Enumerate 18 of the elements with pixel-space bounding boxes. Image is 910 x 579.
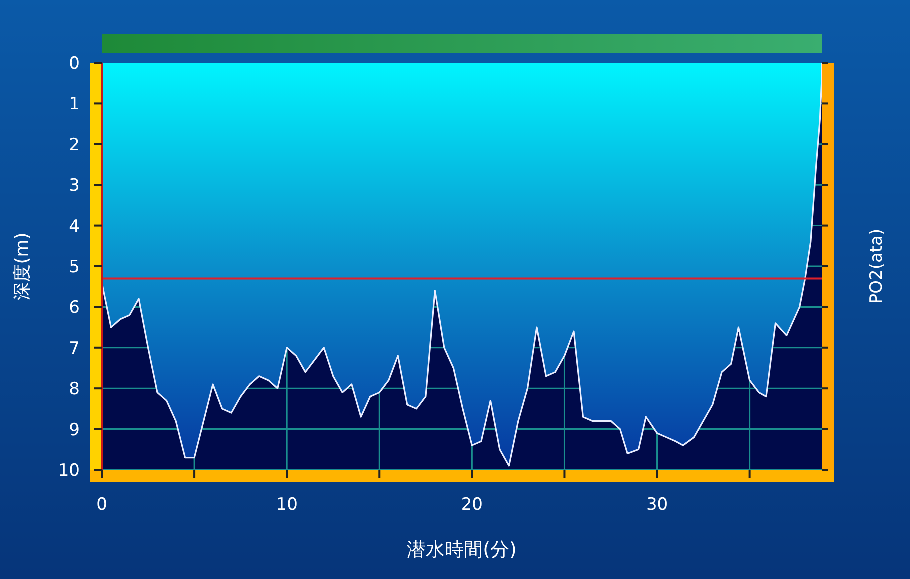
y-tick-label: 1 bbox=[69, 94, 80, 115]
y-axis-title: 深度(m) bbox=[12, 232, 33, 300]
y-tick-label: 3 bbox=[69, 176, 80, 196]
x-tick-label: 0 bbox=[96, 495, 108, 515]
y2-axis-title: PO2(ata) bbox=[867, 228, 887, 304]
y-tick-label: 8 bbox=[69, 380, 80, 400]
x-tick-label: 10 bbox=[276, 495, 298, 515]
y-tick-label: 7 bbox=[69, 338, 80, 359]
y-tick-label: 4 bbox=[69, 216, 80, 237]
y-tick-label: 5 bbox=[69, 257, 80, 278]
y-tick-label: 6 bbox=[69, 298, 80, 318]
y-tick-label: 9 bbox=[69, 420, 80, 440]
x-tick-label: 20 bbox=[461, 495, 483, 515]
x-axis-title: 潜水時間(分) bbox=[407, 539, 517, 561]
x-tick-label: 30 bbox=[646, 495, 668, 515]
y-tick-label: 0 bbox=[69, 54, 80, 74]
y-tick-label: 2 bbox=[69, 135, 80, 156]
y-tick-label: 10 bbox=[58, 460, 80, 481]
